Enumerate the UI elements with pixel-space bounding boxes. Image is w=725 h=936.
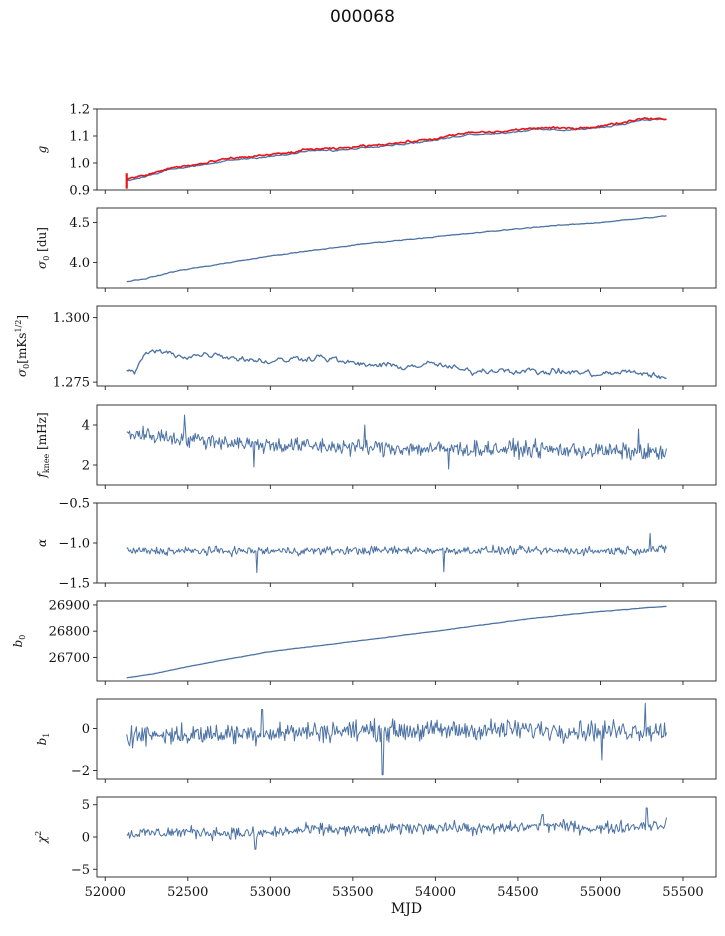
y-axis-label: σ0 [du] — [35, 227, 51, 269]
panel-1: 0.9 1.0 1.1 1.2 g — [35, 103, 717, 199]
y-tick-label: 1.2 — [69, 103, 90, 118]
y-tick-label: 0 — [82, 722, 90, 737]
y-tick-label: 1.0 — [69, 157, 90, 172]
y-tick-label: 4.0 — [69, 256, 90, 271]
y-axis-label: σ0[mKs1/2] — [14, 315, 31, 377]
x-tick-label: 53500 — [332, 885, 373, 900]
plot-frame — [96, 502, 717, 584]
plot-frame — [96, 108, 717, 191]
y-tick-label: −1.0 — [58, 537, 90, 552]
series-line-1 — [126, 349, 667, 380]
y-axis-label: fknee [mHz] — [35, 412, 51, 478]
x-tick-label: 54500 — [497, 885, 538, 900]
series-line-2 — [126, 117, 667, 181]
x-axis-label: MJD — [391, 901, 422, 917]
series-line-1 — [126, 414, 667, 470]
y-axis-label: χ2 — [34, 831, 49, 844]
x-tick-label: 55000 — [580, 885, 621, 900]
series-line-1 — [126, 532, 667, 574]
panel-5: −1.5 −1.0 −0.5 α — [35, 497, 717, 592]
y-tick-label: 0.9 — [69, 184, 90, 199]
y-tick-label: 0 — [82, 831, 90, 846]
plot-frame — [96, 796, 717, 878]
y-tick-label: −5 — [71, 863, 90, 878]
y-axis-label: b0 — [11, 635, 27, 648]
y-tick-label: −0.5 — [58, 497, 90, 512]
y-axis-label: g — [35, 145, 49, 153]
x-tick-label: 52500 — [167, 885, 208, 900]
plot-frame — [96, 404, 717, 486]
x-tick-label: 55500 — [662, 885, 703, 900]
y-tick-label: 26800 — [49, 625, 90, 640]
y-tick-label: −1.5 — [58, 577, 90, 592]
series-line-1 — [126, 605, 667, 679]
y-tick-label: 4.5 — [69, 216, 90, 231]
y-tick-label: 2 — [82, 459, 90, 474]
y-tick-label: 1.275 — [53, 376, 90, 391]
y-axis-label: b1 — [35, 733, 51, 746]
y-tick-label: −2 — [71, 764, 90, 779]
plot-frame — [96, 600, 717, 682]
series-line-1 — [126, 807, 667, 850]
y-tick-label: 5 — [82, 798, 90, 813]
panel-6: 26700 26800 26900 b0 — [11, 598, 717, 685]
panel-2: 4.0 4.5 σ0 [du] — [35, 207, 717, 292]
panel-4: 2 4 fknee [mHz] — [35, 404, 717, 489]
y-tick-label: 1.1 — [69, 130, 90, 145]
x-tick-label: 52000 — [85, 885, 126, 900]
y-tick-label: 1.300 — [53, 311, 90, 326]
y-tick-label: 4 — [82, 419, 90, 434]
panel-7: −2 0 b1 — [35, 698, 717, 783]
y-axis-label: α — [35, 539, 49, 547]
x-tick-label: 53000 — [250, 885, 291, 900]
figure-title: 000068 — [330, 7, 395, 27]
series-line-1 — [126, 215, 667, 283]
x-tick-label: 54000 — [415, 885, 456, 900]
y-tick-label: 26700 — [49, 651, 90, 666]
plot-frame — [96, 305, 717, 387]
plot-frame — [96, 698, 717, 780]
y-tick-label: 26900 — [49, 598, 90, 613]
panel-3: 1.275 1.300 σ0[mKs1/2] — [14, 305, 717, 391]
plot-frame — [96, 207, 717, 289]
panel-8: −5 0 5 χ2 52000 52500 53000 53500 54000 54500 5500… — [34, 796, 717, 917]
series-line-1 — [126, 702, 667, 776]
